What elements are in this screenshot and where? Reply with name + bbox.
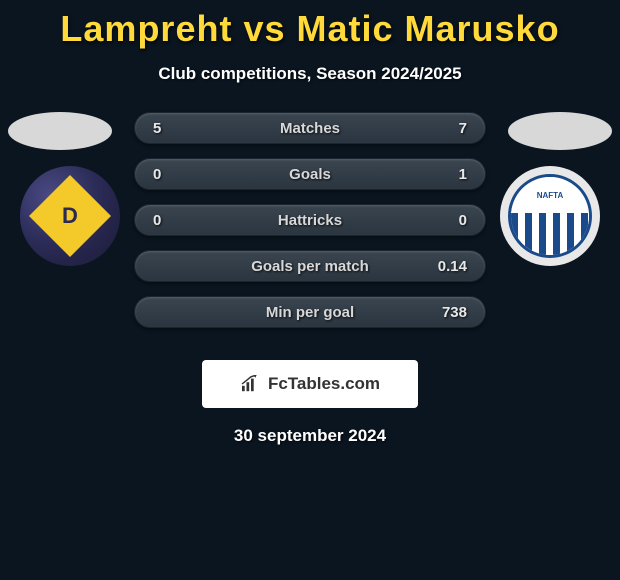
player-left-placeholder [8,112,112,150]
stat-label: Matches [203,120,417,137]
club-badge-right-label: NAFTA [511,177,589,213]
stat-row-goals: 0 Goals 1 [134,158,486,190]
stat-right-value: 7 [417,120,485,137]
brand-box[interactable]: FcTables.com [202,360,418,408]
stat-row-hattricks: 0 Hattricks 0 [134,204,486,236]
club-badge-right: NAFTA [500,166,600,266]
stat-left-value: 0 [135,166,203,183]
stat-label: Goals per match [203,258,417,275]
stat-row-matches: 5 Matches 7 [134,112,486,144]
chart-icon [240,375,262,393]
stat-left-value: 0 [135,212,203,229]
stat-row-goals-per-match: Goals per match 0.14 [134,250,486,282]
stat-left-value: 5 [135,120,203,137]
stats-list: 5 Matches 7 0 Goals 1 0 Hattricks 0 Goal… [134,112,486,342]
brand-label: FcTables.com [268,374,380,394]
subtitle: Club competitions, Season 2024/2025 [0,64,620,84]
date-label: 30 september 2024 [0,426,620,446]
stat-label: Hattricks [203,212,417,229]
stat-row-min-per-goal: Min per goal 738 [134,296,486,328]
stat-right-value: 0 [417,212,485,229]
club-badge-left [20,166,120,266]
club-badge-right-inner: NAFTA [508,174,592,258]
page-title: Lampreht vs Matic Marusko [0,0,620,50]
stat-label: Goals [203,166,417,183]
comparison-area: NAFTA 5 Matches 7 0 Goals 1 0 Hattricks … [0,112,620,352]
club-badge-right-stripes [511,213,589,255]
stat-right-value: 1 [417,166,485,183]
player-right-placeholder [508,112,612,150]
stat-right-value: 0.14 [417,258,485,275]
stat-label: Min per goal [203,304,417,321]
stat-right-value: 738 [417,304,485,321]
